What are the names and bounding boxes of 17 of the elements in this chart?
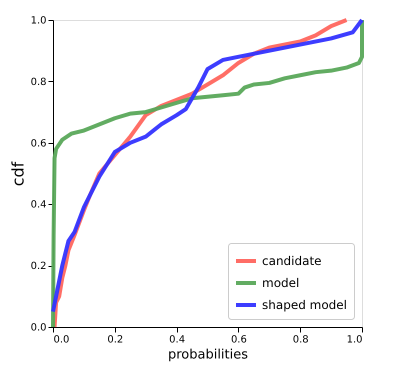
legend-label: model (262, 276, 300, 290)
x-tick-label: 1.0 (346, 334, 362, 346)
x-tick-label: 0.2 (107, 334, 124, 346)
y-tick-label: 0.6 (30, 138, 46, 150)
x-tick-label: 0.8 (292, 334, 309, 346)
x-tick-label: 0.4 (169, 334, 186, 346)
x-axis-title: probabilities (168, 348, 248, 362)
legend-label: candidate (262, 254, 322, 268)
y-tick-label: 1.0 (30, 16, 46, 26)
legend-label: shaped model (262, 298, 348, 312)
y-tick-label: 0.0 (30, 322, 46, 334)
y-tick-label: 0.4 (30, 200, 46, 211)
y-tick-label: 0.8 (30, 76, 46, 88)
x-tick-label: 0.6 (230, 334, 247, 346)
y-tick-label: 0.2 (30, 261, 46, 272)
y-axis-title: cdf (8, 161, 28, 186)
x-tick-label: 0.0 (54, 334, 70, 346)
